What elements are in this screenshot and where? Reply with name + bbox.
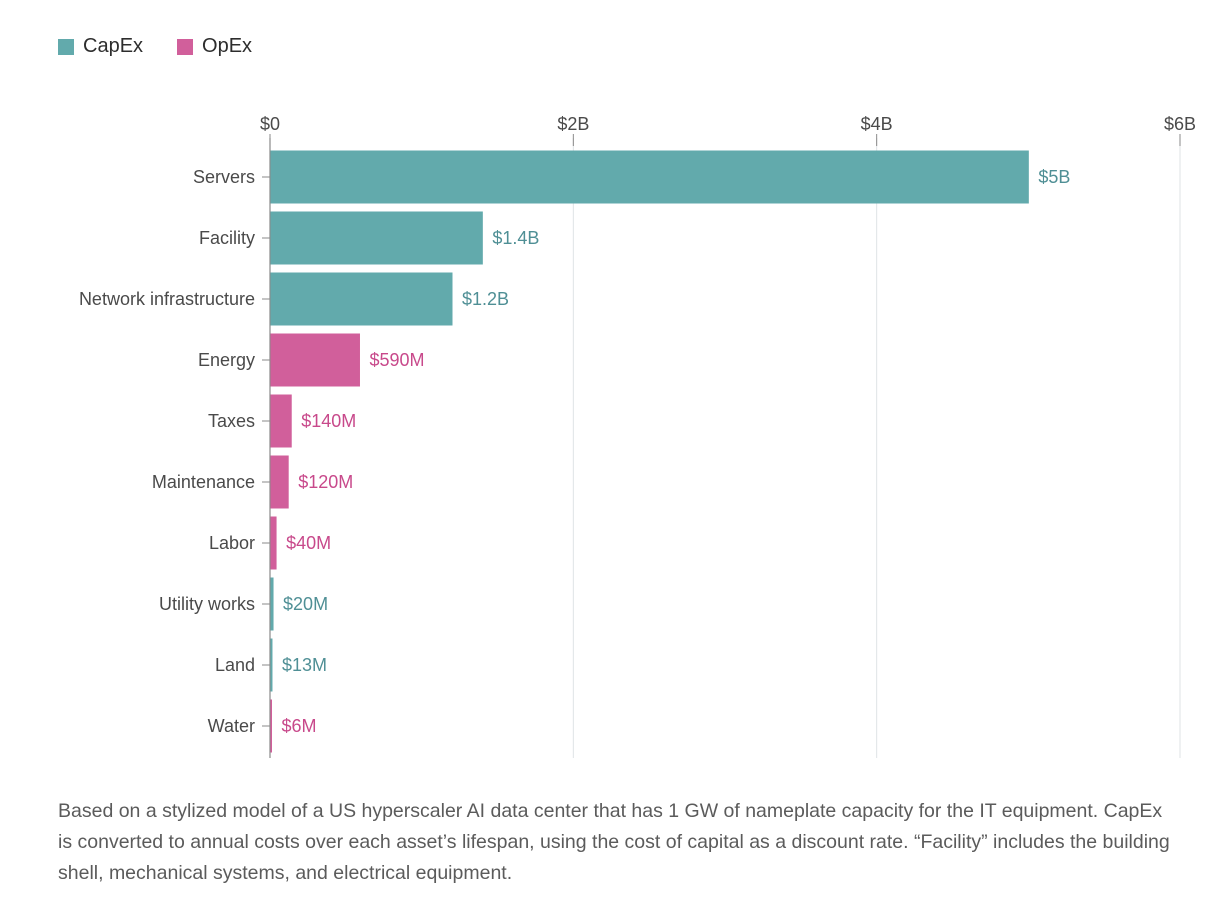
bar-value-label: $1.2B	[462, 289, 509, 309]
bar	[270, 638, 273, 692]
bar-value-label: $140M	[301, 411, 356, 431]
bar	[270, 455, 289, 509]
category-label: Land	[215, 655, 255, 675]
category-label: Maintenance	[152, 472, 255, 492]
x-tick-label: $0	[260, 114, 280, 134]
bar-chart: $0 $2B $4B $6B Servers $5B Facility $1.4B Networ…	[79, 114, 1196, 758]
category-label: Network infrastructure	[79, 289, 255, 309]
bar-value-label: $120M	[298, 472, 353, 492]
bar	[270, 577, 274, 631]
legend-item-opex: OpEx	[177, 35, 252, 58]
bar	[270, 699, 272, 753]
bar	[270, 333, 360, 387]
x-tick-label: $4B	[861, 114, 893, 134]
x-tick-label: $6B	[1164, 114, 1196, 134]
category-label: Utility works	[159, 594, 255, 614]
bar-value-label: $5B	[1038, 167, 1070, 187]
bar-value-label: $40M	[286, 533, 331, 553]
bar	[270, 150, 1029, 204]
category-label: Labor	[209, 533, 255, 553]
chart-caption: Based on a stylized model of a US hypers…	[58, 800, 1170, 884]
bar	[270, 272, 453, 326]
bar	[270, 516, 277, 570]
bar	[270, 394, 292, 448]
legend-item-capex: CapEx	[58, 35, 143, 58]
bar	[270, 211, 483, 265]
legend-label-capex: CapEx	[83, 35, 144, 57]
category-label: Energy	[198, 350, 255, 370]
category-label: Taxes	[208, 411, 255, 431]
category-label: Water	[208, 716, 255, 736]
bar-value-label: $590M	[369, 350, 424, 370]
bar-value-label: $1.4B	[492, 228, 539, 248]
legend-swatch-capex	[58, 38, 74, 55]
category-label: Facility	[199, 228, 255, 248]
x-tick-label: $2B	[557, 114, 589, 134]
category-label: Servers	[193, 167, 255, 187]
legend-swatch-opex	[177, 38, 194, 55]
bar-value-label: $6M	[282, 716, 317, 736]
chart-legend: CapEx OpEx	[58, 35, 252, 58]
legend-label-opex: OpEx	[202, 35, 253, 57]
bar-value-label: $13M	[282, 655, 327, 675]
bar-value-label: $20M	[283, 594, 328, 614]
